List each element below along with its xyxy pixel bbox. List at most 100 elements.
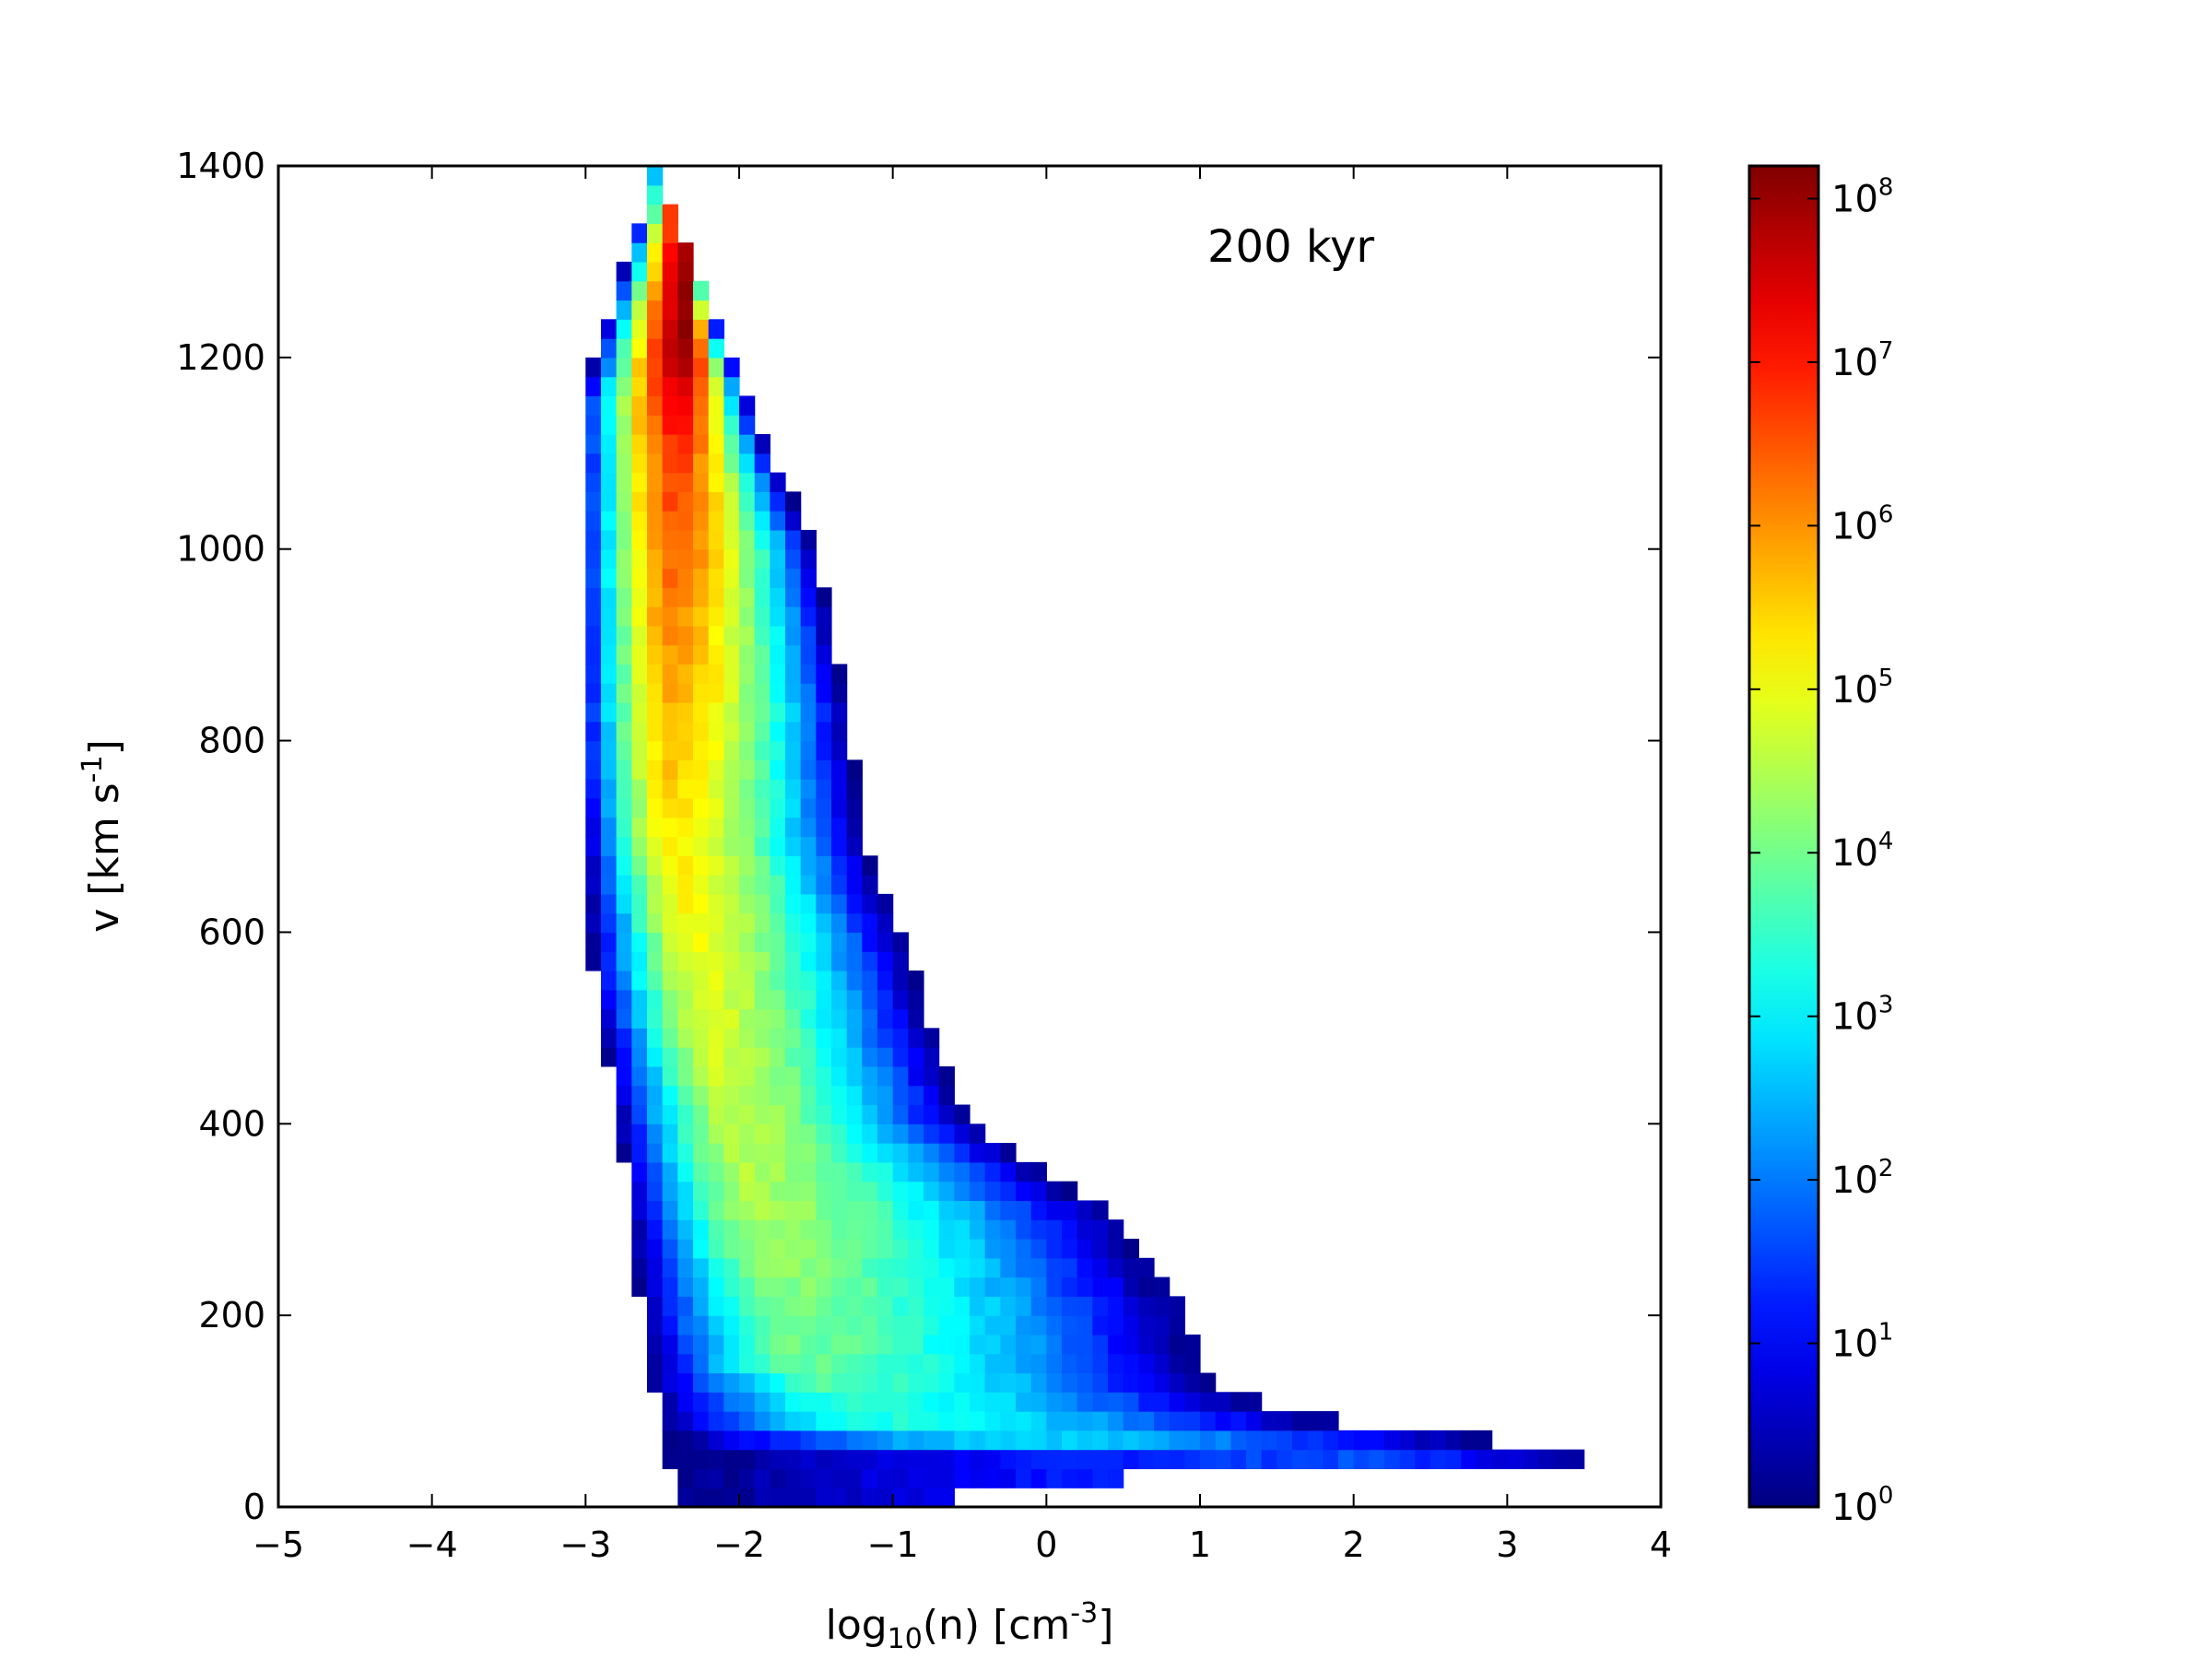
heatmap-cell [877,1239,894,1259]
heatmap-cell [708,989,724,1010]
heatmap-cell [585,932,602,952]
heatmap-cell [1016,1219,1032,1240]
x-axis-ticks: −5 −4 −3 −2 −1 0 1 2 3 4 [253,166,1672,1565]
heatmap-cell [616,491,632,512]
heatmap-cell [770,1085,786,1106]
heatmap-cell [1000,1392,1017,1412]
heatmap-cell [785,989,802,1010]
heatmap-cell [816,1161,832,1182]
heatmap-cell [862,1449,878,1470]
heatmap-cell [1338,1430,1355,1451]
heatmap-cell [724,644,740,665]
plot-frame [276,164,1663,1509]
heatmap-cell [739,664,756,684]
heatmap-cell [984,1353,1001,1374]
heatmap-cell [770,1104,786,1124]
x-axis-label-sup: -3 [1070,1597,1098,1630]
heatmap-cell [662,1161,678,1182]
heatmap-cell [724,625,740,646]
heatmap-cell [1062,1239,1078,1259]
heatmap-cell [739,1430,756,1451]
heatmap-cell [693,817,710,838]
x-axis-label-end: ] [1098,1602,1113,1649]
heatmap-cell [846,1296,863,1316]
heatmap-cell [754,1334,771,1355]
heatmap-cell [677,683,694,703]
heatmap-cell [800,1372,817,1393]
heatmap-cell [862,1008,878,1029]
heatmap-cell [693,951,710,971]
heatmap-cell [800,702,817,723]
heatmap-cell [1077,1200,1093,1220]
heatmap-cell [785,1468,802,1488]
heatmap-cell [662,855,678,876]
heatmap-cell [754,893,771,914]
heatmap-cell [984,1372,1001,1393]
heatmap-cell [1230,1411,1247,1431]
heatmap-cell [647,1277,664,1297]
heatmap-cell [631,511,648,531]
heatmap-cell [1030,1257,1047,1278]
heatmap-cell [647,395,664,416]
heatmap-cell [631,300,648,320]
heatmap-cell [785,971,802,991]
heatmap-cell [754,1372,771,1393]
heatmap-cell [708,529,724,550]
heatmap-cell [770,932,786,952]
heatmap-cell [708,625,724,646]
heatmap-cell [938,1392,955,1412]
heatmap-cell [739,1372,756,1393]
heatmap-cell [846,1008,863,1029]
heatmap-cell [954,1219,971,1240]
heatmap-cell [724,817,740,838]
heatmap-cell [877,1353,894,1374]
heatmap-cell [816,1468,832,1488]
heatmap-cell [616,261,632,282]
heatmap-cell [785,1161,802,1182]
heatmap-cell [816,1315,832,1335]
heatmap-cell [1230,1392,1247,1412]
heatmap-cell [647,912,664,934]
heatmap-cell [754,1104,771,1124]
heatmap-cell [693,376,710,397]
heatmap-cell [708,453,724,474]
heatmap-cell [816,1488,832,1507]
heatmap-cell [1016,1468,1032,1488]
heatmap-cell [631,855,648,876]
heatmap-cell [754,971,771,991]
heatmap-cell [908,1468,924,1488]
heatmap-cell [1016,1372,1032,1393]
heatmap-cell [585,664,602,684]
heatmap-cell [739,797,756,818]
heatmap-cell [1062,1296,1078,1316]
heatmap-cell [677,875,694,895]
heatmap-cell [647,1008,664,1029]
heatmap-cell [708,415,724,435]
heatmap-cell [970,1372,986,1393]
heatmap-cell [677,319,694,339]
heatmap-cell [616,817,632,838]
heatmap-cell [785,1200,802,1220]
heatmap-cell [816,779,832,799]
heatmap-cell [662,338,678,359]
heatmap-cell [601,664,618,684]
heatmap-cell [616,511,632,531]
heatmap-cell [831,1239,848,1259]
heatmap-cell [938,1353,955,1374]
heatmap-cell [677,644,694,665]
heatmap-cell [1384,1430,1401,1451]
heatmap-cell [585,912,602,934]
heatmap-cell [647,875,664,895]
heatmap-cell [1169,1449,1185,1470]
heatmap-cell [1154,1372,1171,1393]
heatmap-cell [662,529,678,550]
heatmap-cell [1046,1277,1063,1297]
heatmap-cell [800,568,817,588]
heatmap-cell [1246,1392,1263,1412]
heatmap-cell [785,932,802,952]
y-tick-label: 1200 [176,337,265,378]
heatmap-cell [754,529,771,550]
heatmap-cell [662,683,678,703]
heatmap-cell [724,1028,740,1048]
